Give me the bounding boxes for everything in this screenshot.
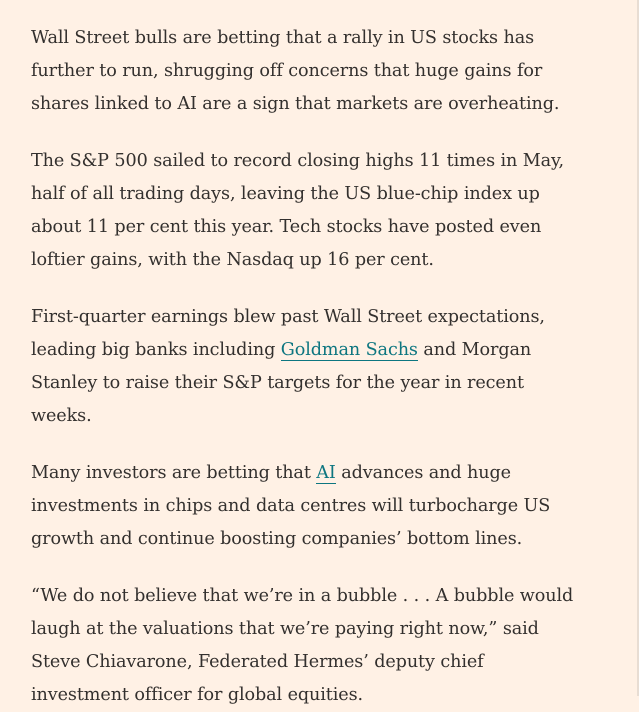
paragraph-line: “We do not believe that we’re in a bubbl…	[31, 586, 574, 606]
paragraph-2: The S&P 500 sailed to record closing hig…	[31, 145, 617, 277]
paragraph-line: about 11 per cent this year. Tech stocks…	[31, 217, 542, 237]
text-segment: Many investors are betting that	[31, 463, 317, 483]
ai-link[interactable]: AI	[316, 463, 336, 484]
paragraph-line: Many investors are betting that AI advan…	[31, 457, 617, 490]
paragraph-line: half of all trading days, leaving the US…	[31, 184, 540, 204]
goldman-sachs-link[interactable]: Goldman Sachs	[280, 340, 418, 361]
paragraph-line: leading big banks including Goldman Sach…	[31, 334, 617, 367]
paragraph-line: investments in chips and data centres wi…	[31, 496, 551, 516]
paragraph-line: weeks.	[31, 406, 92, 426]
paragraph-line: growth and continue boosting companies’ …	[31, 529, 523, 549]
paragraph-line: Wall Street bulls are betting that a ral…	[31, 28, 535, 48]
article-body: Wall Street bulls are betting that a ral…	[31, 0, 639, 705]
paragraph-line: laugh at the valuations that we’re payin…	[31, 619, 539, 639]
text-segment: leading big banks including	[31, 340, 281, 360]
text-segment: advances and huge	[335, 463, 511, 483]
paragraph-1: Wall Street bulls are betting that a ral…	[31, 22, 617, 121]
paragraph-3: First-quarter earnings blew past Wall St…	[31, 301, 617, 433]
paragraph-5: “We do not believe that we’re in a bubbl…	[31, 580, 617, 712]
paragraph-line: loftier gains, with the Nasdaq up 16 per…	[31, 250, 434, 270]
paragraph-4: Many investors are betting that AI advan…	[31, 457, 617, 556]
paragraph-line: The S&P 500 sailed to record closing hig…	[31, 151, 565, 171]
paragraph-line: Stanley to raise their S&P targets for t…	[31, 373, 524, 393]
text-segment: and Morgan	[417, 340, 532, 360]
paragraph-line: shares linked to AI are a sign that mark…	[31, 94, 560, 114]
paragraph-line: further to run, shrugging off concerns t…	[31, 61, 543, 81]
paragraph-line: Steve Chiavarone, Federated Hermes’ depu…	[31, 652, 484, 672]
paragraph-line: First-quarter earnings blew past Wall St…	[31, 307, 545, 327]
